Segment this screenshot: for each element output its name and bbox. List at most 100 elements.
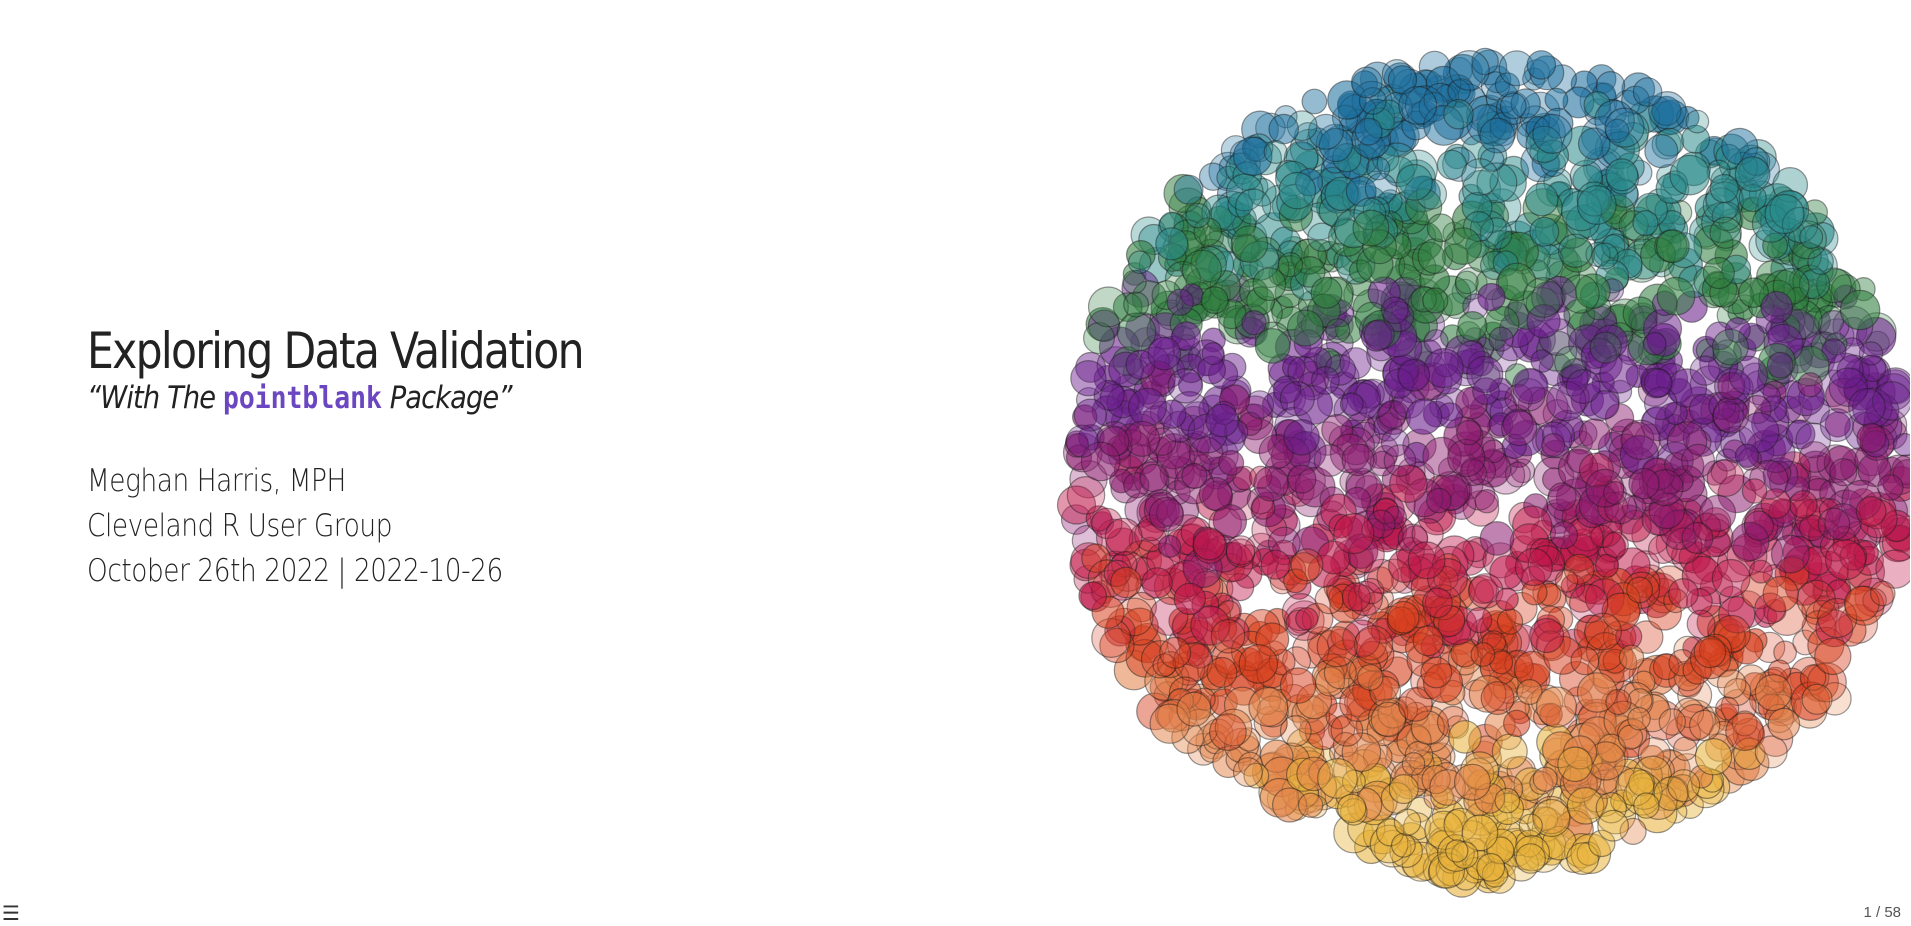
art-circle bbox=[1693, 635, 1727, 669]
art-circle bbox=[1275, 261, 1303, 289]
art-circle bbox=[1560, 274, 1600, 314]
art-circle bbox=[1408, 553, 1448, 593]
circle-cluster-art bbox=[1050, 25, 1910, 905]
art-circle bbox=[1466, 355, 1504, 393]
art-circle bbox=[1218, 449, 1245, 476]
art-circle bbox=[1791, 243, 1829, 281]
subtitle-suffix: Package” bbox=[381, 379, 513, 416]
subtitle-prefix: “With The bbox=[87, 379, 223, 416]
art-circle bbox=[1729, 630, 1764, 665]
art-circle bbox=[1428, 852, 1466, 889]
art-circle bbox=[1186, 732, 1220, 766]
art-circle bbox=[1648, 534, 1678, 564]
art-circle bbox=[1104, 517, 1143, 556]
art-circle bbox=[1144, 489, 1176, 521]
art-circle bbox=[1271, 255, 1308, 292]
art-circle bbox=[1159, 636, 1192, 669]
art-circle bbox=[1766, 351, 1794, 379]
art-circle bbox=[1070, 542, 1108, 580]
art-circle bbox=[1435, 853, 1469, 887]
art-circle bbox=[1695, 338, 1720, 363]
art-circle bbox=[1673, 697, 1705, 729]
art-circle bbox=[1802, 545, 1833, 576]
art-circle bbox=[1769, 190, 1810, 231]
art-circle bbox=[1387, 119, 1420, 153]
art-circle bbox=[1618, 644, 1645, 671]
art-circle bbox=[1085, 306, 1121, 342]
art-circle bbox=[1560, 573, 1586, 599]
art-circle bbox=[1346, 443, 1378, 475]
title-block: Exploring Data Validation “With The poin… bbox=[87, 325, 670, 594]
art-circle bbox=[1328, 583, 1358, 613]
art-circle bbox=[1206, 656, 1238, 689]
art-circle bbox=[1109, 468, 1134, 494]
art-circle bbox=[1526, 50, 1557, 80]
art-circle bbox=[1694, 192, 1725, 223]
art-circle bbox=[1192, 527, 1226, 561]
slide-subtitle: “With The pointblank Package” bbox=[87, 380, 600, 417]
art-circle bbox=[1319, 248, 1344, 273]
art-circle bbox=[1457, 311, 1488, 342]
art-circle bbox=[1546, 785, 1582, 821]
art-circle bbox=[1790, 681, 1831, 722]
art-circle bbox=[1712, 339, 1742, 369]
art-circle bbox=[1733, 745, 1770, 782]
art-circle bbox=[1700, 137, 1730, 167]
art-circle bbox=[1398, 85, 1438, 125]
art-circle bbox=[1343, 486, 1372, 515]
art-circle bbox=[1380, 296, 1409, 325]
art-circle bbox=[1393, 808, 1422, 836]
art-circle bbox=[1858, 341, 1884, 366]
art-circle bbox=[1646, 595, 1683, 631]
art-circle bbox=[1232, 757, 1263, 788]
hamburger-menu-icon[interactable]: ☰ bbox=[2, 901, 20, 925]
art-circle bbox=[1681, 443, 1716, 478]
art-circle bbox=[1709, 173, 1739, 204]
art-circle bbox=[1466, 456, 1497, 486]
art-circle bbox=[1494, 72, 1520, 98]
art-circle bbox=[1423, 82, 1457, 117]
art-circle bbox=[1541, 419, 1576, 453]
art-circle bbox=[1760, 290, 1794, 324]
art-circle bbox=[1707, 350, 1739, 382]
art-circle bbox=[1628, 467, 1660, 500]
art-circle bbox=[1754, 673, 1793, 712]
art-circle bbox=[1498, 155, 1530, 187]
art-circle bbox=[1329, 433, 1370, 474]
art-circle bbox=[1843, 377, 1868, 403]
art-circle bbox=[1352, 378, 1394, 419]
art-circle bbox=[1181, 462, 1208, 489]
art-circle bbox=[1348, 654, 1383, 688]
art-circle bbox=[1404, 85, 1445, 126]
art-circle bbox=[1730, 521, 1770, 562]
art-circle bbox=[1532, 766, 1558, 792]
art-circle bbox=[1123, 472, 1150, 499]
art-circle bbox=[1640, 744, 1665, 770]
art-circle bbox=[1354, 117, 1383, 146]
art-circle bbox=[1278, 197, 1314, 232]
art-circle bbox=[1405, 725, 1432, 752]
art-circle bbox=[1480, 681, 1515, 716]
art-circle bbox=[1201, 342, 1225, 366]
art-circle bbox=[1590, 390, 1620, 420]
art-circle bbox=[1627, 706, 1651, 731]
art-circle bbox=[1586, 762, 1620, 795]
art-circle bbox=[1276, 240, 1303, 267]
art-circle bbox=[1407, 541, 1446, 580]
art-circle bbox=[1420, 656, 1453, 689]
art-circle bbox=[1559, 237, 1596, 273]
art-circle bbox=[1686, 609, 1716, 639]
art-circle bbox=[1466, 606, 1493, 634]
art-circle bbox=[1311, 366, 1340, 395]
art-circle bbox=[1389, 834, 1423, 869]
art-circle bbox=[1173, 174, 1204, 205]
art-circle bbox=[1713, 133, 1750, 170]
art-circle bbox=[1123, 420, 1161, 457]
art-circle bbox=[1170, 651, 1206, 686]
art-circle bbox=[1698, 637, 1724, 662]
art-circle bbox=[1621, 72, 1656, 107]
art-circle bbox=[1496, 608, 1524, 635]
art-circle bbox=[1506, 755, 1536, 786]
art-circle bbox=[1639, 584, 1674, 619]
art-circle bbox=[1297, 792, 1324, 818]
